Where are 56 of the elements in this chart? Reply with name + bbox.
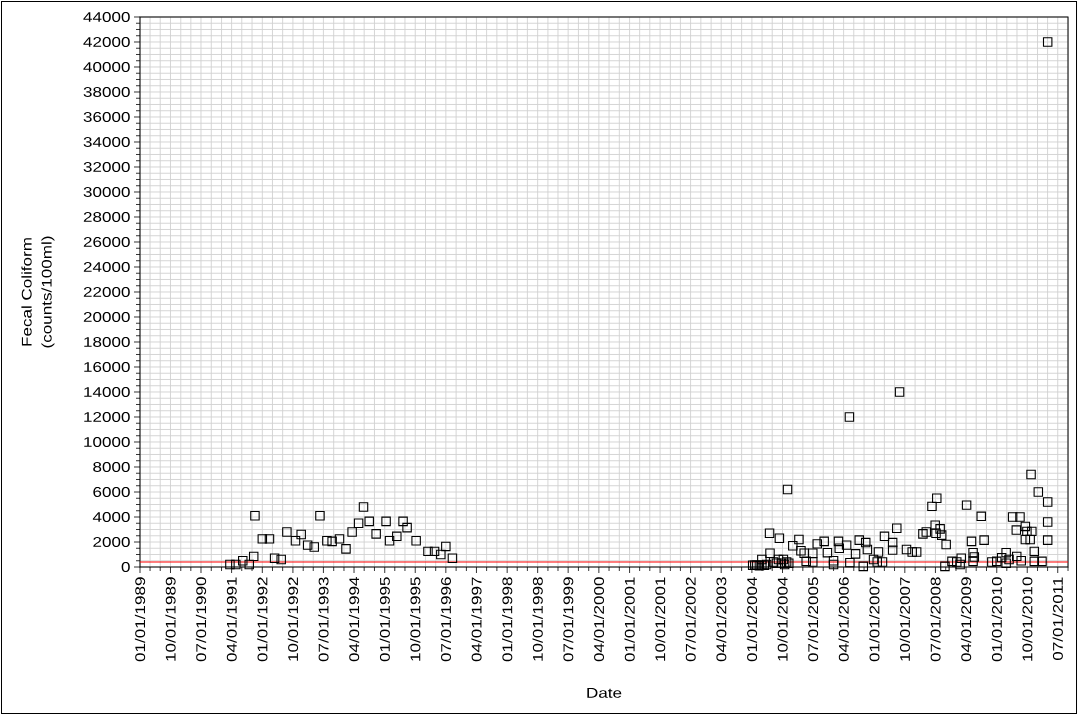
y-tick-label: 42000 xyxy=(83,37,130,47)
x-tick-label: 04/01/2009 xyxy=(960,577,972,662)
x-tick-label: 07/01/1999 xyxy=(563,577,574,662)
x-tick-label: 01/01/2004 xyxy=(746,577,758,662)
y-tick-label: 32000 xyxy=(83,162,130,172)
x-tick-label: 10/01/2007 xyxy=(899,577,910,661)
x-tick-label: 07/01/2008 xyxy=(930,577,941,662)
y-tick-label: 8000 xyxy=(93,462,130,472)
x-tick-label: 07/01/2005 xyxy=(807,577,819,662)
y-tick-label: 22000 xyxy=(83,287,130,297)
x-tick-label: 07/01/1996 xyxy=(440,577,451,662)
x-tick-label: 10/01/2004 xyxy=(777,577,788,661)
y-tick-label: 20000 xyxy=(83,312,130,322)
y-tick-label: 28000 xyxy=(83,212,130,222)
y-tick-label: 26000 xyxy=(83,237,130,247)
y-tick-label: 6000 xyxy=(93,487,130,497)
x-tick-label: 04/01/1994 xyxy=(348,577,360,662)
x-tick-label: 01/01/1998 xyxy=(502,577,513,662)
y-tick-label: 36000 xyxy=(83,112,130,122)
x-tick-label: 04/01/2000 xyxy=(593,577,605,662)
x-tick-label: 10/01/1992 xyxy=(287,577,299,661)
x-tick-label: 10/01/1989 xyxy=(165,577,176,661)
x-tick-label: 07/01/2002 xyxy=(685,577,696,662)
x-tick-label: 01/01/2010 xyxy=(991,577,1002,662)
y-tick-label: 24000 xyxy=(83,262,130,272)
x-tick-label: 07/01/2011 xyxy=(1052,577,1063,661)
x-tick-label: 07/01/1990 xyxy=(195,577,207,662)
x-tick-label: 10/01/2001 xyxy=(654,577,666,661)
y-tick-label: 30000 xyxy=(83,187,130,197)
x-tick-label: 04/01/2003 xyxy=(716,577,727,662)
y-tick-label: 10000 xyxy=(84,437,130,447)
y-tick-label: 38000 xyxy=(83,87,130,97)
x-tick-label: 10/01/1995 xyxy=(410,577,421,661)
x-tick-label: 04/01/2006 xyxy=(838,577,849,662)
x-tick-label: 04/01/1991 xyxy=(226,577,237,662)
x-axis-title: Date xyxy=(587,688,622,698)
y-tick-label: 4000 xyxy=(92,512,130,522)
y-tick-label: 0 xyxy=(121,562,130,572)
x-tick-label: 01/01/1989 xyxy=(134,577,146,662)
y-tick-label: 2000 xyxy=(93,537,130,547)
y-tick-label: 14000 xyxy=(84,387,130,397)
x-tick-label: 01/01/2007 xyxy=(869,577,880,662)
x-tick-label: 01/01/2001 xyxy=(624,577,635,662)
x-tick-label: 01/01/1995 xyxy=(379,577,390,662)
x-tick-label: 07/01/1993 xyxy=(318,577,329,662)
y-axis-title: Fecal Coliform (counts/100ml) xyxy=(21,236,55,348)
x-tick-label: 10/01/2010 xyxy=(1022,577,1033,661)
y-tick-label: 34000 xyxy=(83,137,130,147)
y-tick-label: 18000 xyxy=(84,337,130,347)
y-tick-label: 16000 xyxy=(84,362,130,372)
y-tick-label: 12000 xyxy=(84,412,130,422)
y-tick-label: 40000 xyxy=(83,62,130,72)
x-tick-label: 10/01/1998 xyxy=(532,577,543,661)
y-tick-label: 44000 xyxy=(83,12,130,22)
x-tick-label: 01/01/1992 xyxy=(257,577,268,662)
x-tick-label: 04/01/1997 xyxy=(471,577,482,662)
